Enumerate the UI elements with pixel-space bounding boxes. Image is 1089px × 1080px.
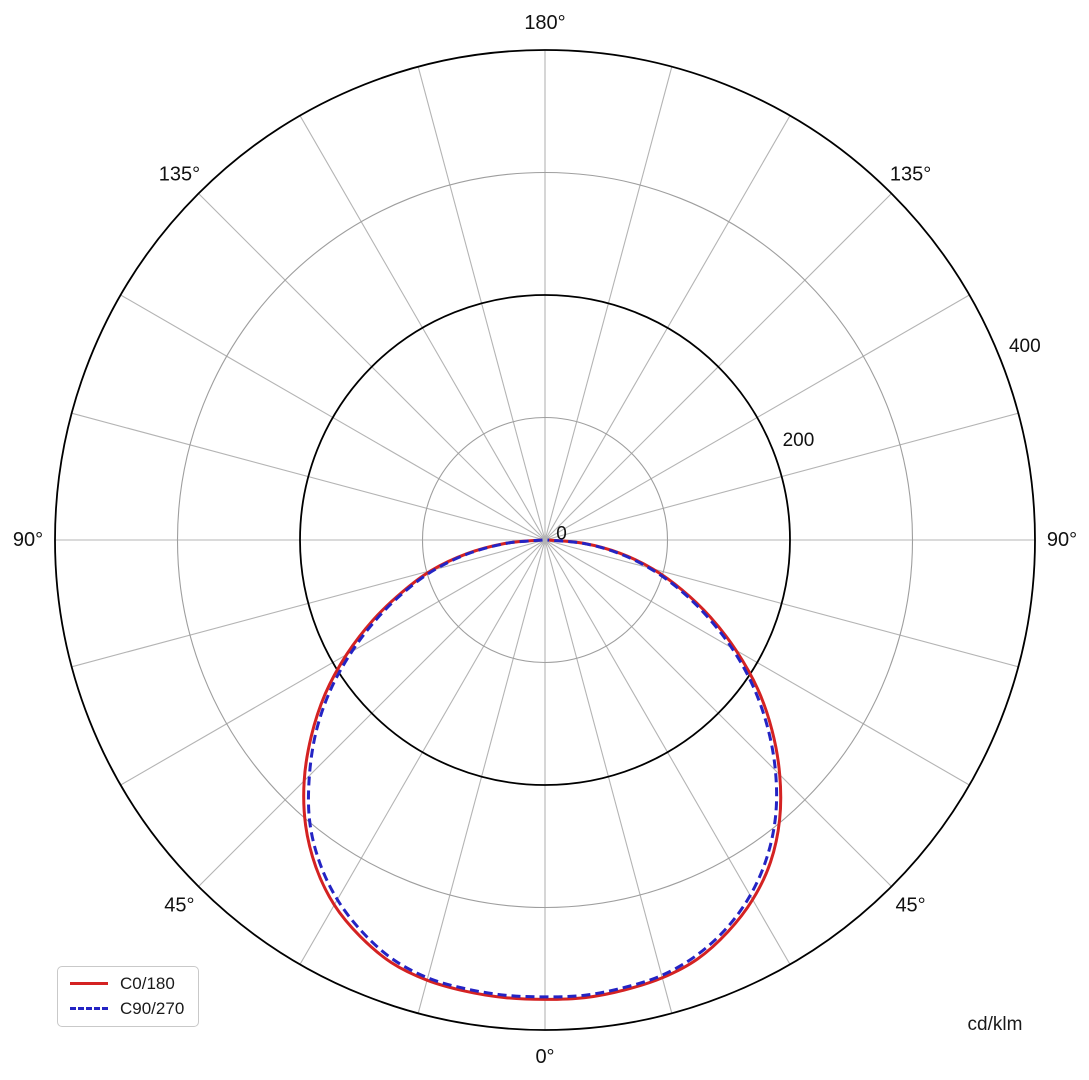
curve-C0-180 [302, 538, 783, 1001]
angle-label: 0° [535, 1046, 554, 1068]
curve-C90-270 [306, 538, 779, 999]
radial-circle-400 [54, 49, 1036, 1031]
radial-circle-200 [299, 294, 791, 786]
legend-line-dashed-icon [70, 1007, 108, 1010]
radius-label-200: 200 [783, 430, 815, 451]
legend-item-c0-180: C0/180 [70, 974, 184, 993]
unit-label: cd/klm [967, 1014, 1023, 1035]
angle-label: 90° [1047, 529, 1077, 551]
legend-item-c90-270: C90/270 [70, 999, 184, 1018]
radius-label-0: 0 [556, 524, 567, 545]
radius-label-400: 400 [1009, 336, 1041, 357]
legend-label: C90/270 [120, 999, 185, 1018]
radial-circle-100 [421, 416, 669, 664]
angle-label: 135° [159, 163, 200, 185]
angle-label: 180° [524, 12, 565, 34]
angle-label: 45° [895, 895, 925, 917]
angle-labels: 0° 45° 45° 90° 90° 135° 135° 180° [13, 12, 1077, 1068]
legend-label: C0/180 [120, 974, 175, 993]
angle-label: 45° [164, 895, 194, 917]
radial-circle-300 [176, 171, 914, 909]
angular-gridlines [55, 50, 1035, 1030]
angle-label: 135° [890, 163, 931, 185]
intensity-curves [302, 538, 783, 1001]
legend: C0/180 C90/270 [57, 966, 200, 1027]
radial-circles [54, 49, 1036, 1031]
legend-line-solid-icon [70, 982, 108, 985]
angle-label: 90° [13, 529, 43, 551]
radius-labels: 0 200 400 [556, 336, 1040, 545]
